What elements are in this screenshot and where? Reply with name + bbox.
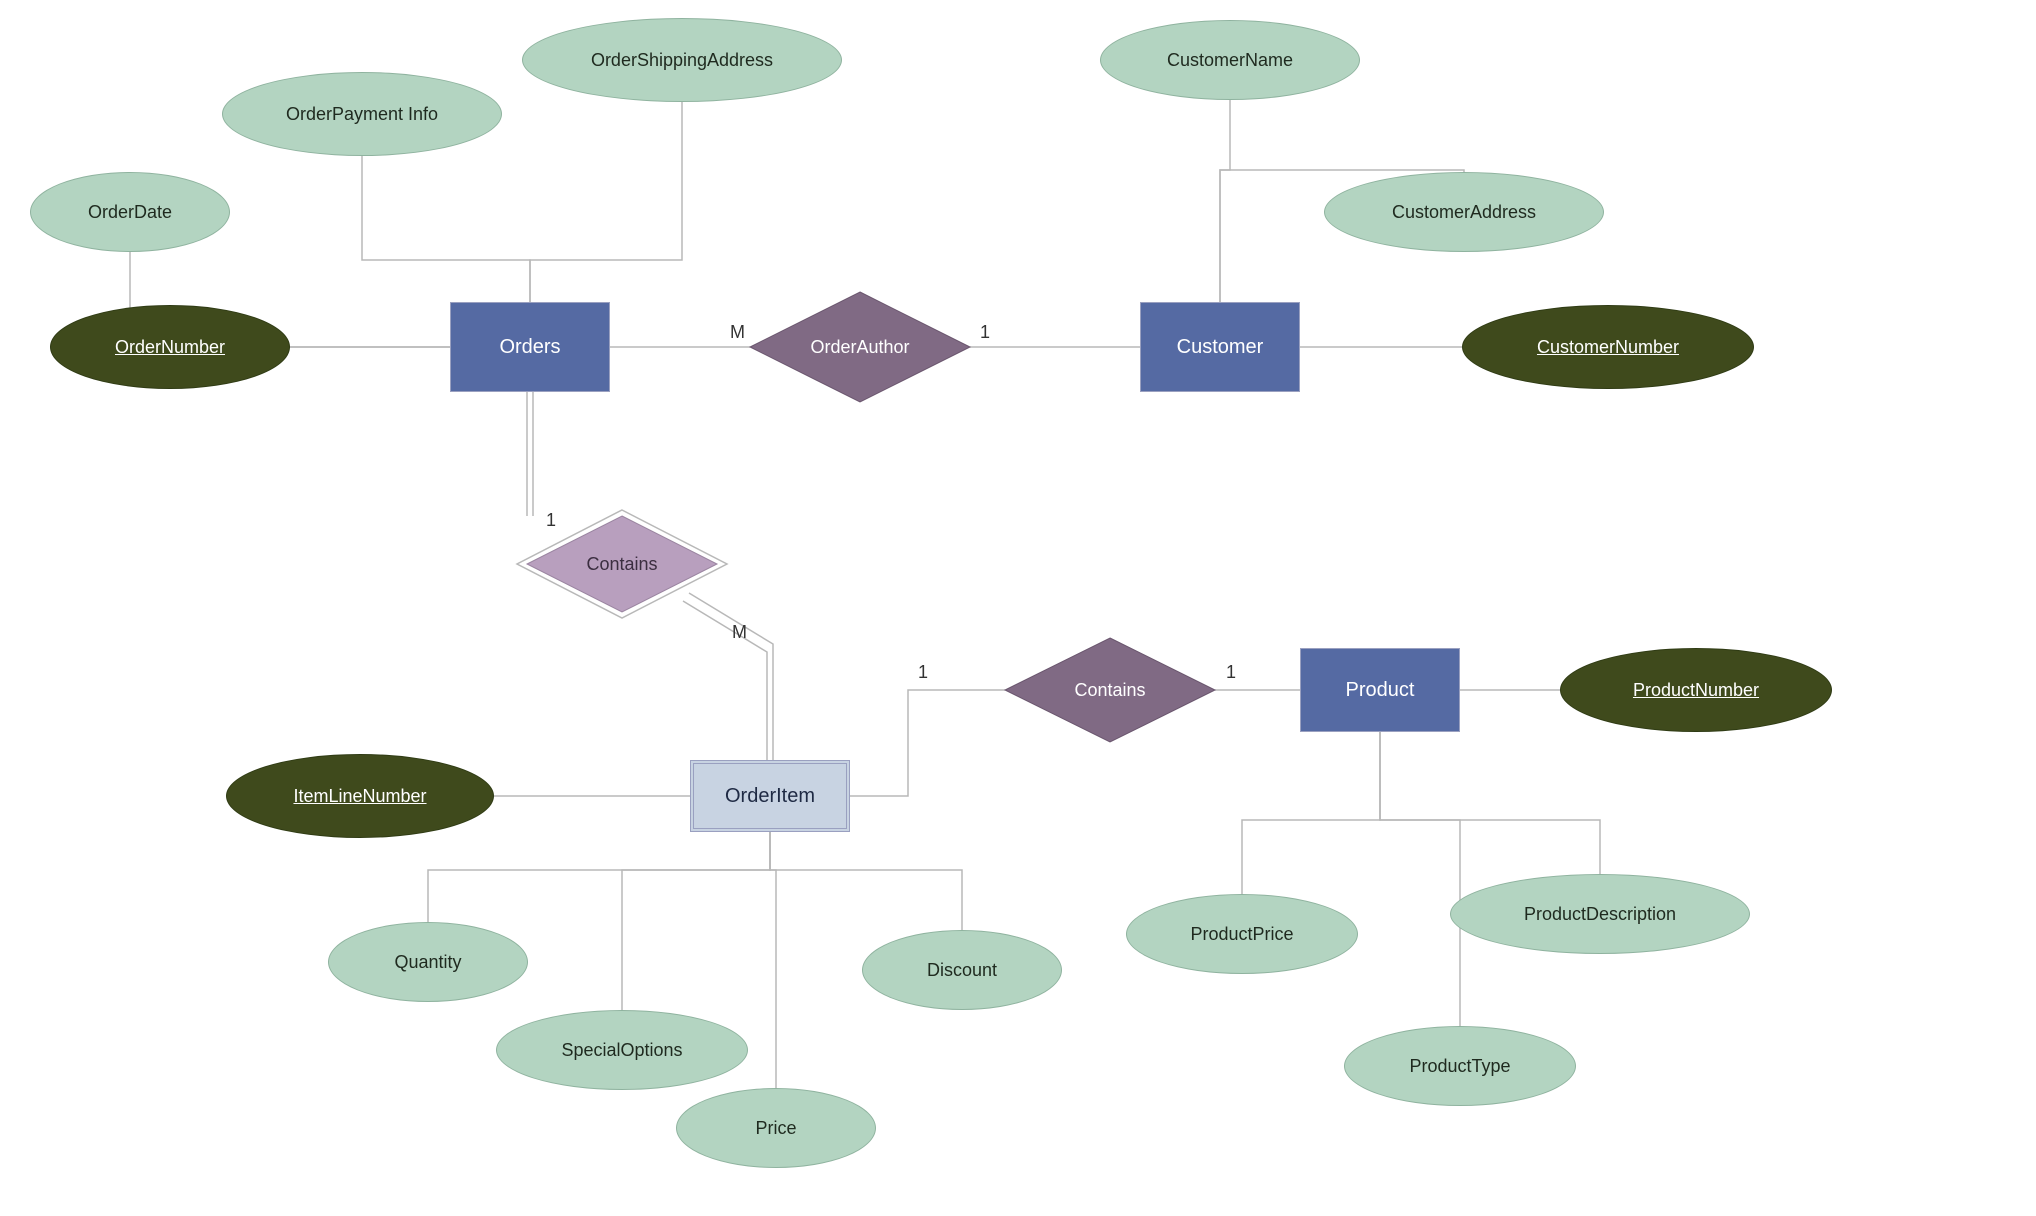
cardinality-label: 1 — [980, 322, 990, 343]
itemlinenumber-attribute: ItemLineNumber — [226, 754, 494, 838]
cardinality-label: M — [730, 322, 745, 343]
product-entity: Product — [1300, 648, 1460, 732]
price-attribute: Price — [676, 1088, 876, 1168]
orderitem-entity: OrderItem — [690, 760, 850, 832]
cardinality-label: 1 — [546, 510, 556, 531]
quantity-attribute: Quantity — [328, 922, 528, 1002]
orders-entity: Orders — [450, 302, 610, 392]
orderdate-attribute: OrderDate — [30, 172, 230, 252]
cardinality-label: 1 — [1226, 662, 1236, 683]
contains1-label: Contains — [586, 554, 657, 574]
productprice-attribute: ProductPrice — [1126, 894, 1358, 974]
relationships-layer: OrderAuthor Contains Contains — [0, 0, 2036, 1216]
producttype-attribute: ProductType — [1344, 1026, 1576, 1106]
ordershippingaddr-attribute: OrderShippingAddress — [522, 18, 842, 102]
cardinality-label: 1 — [918, 662, 928, 683]
orderauthor-label: OrderAuthor — [810, 337, 909, 357]
productnumber-attribute: ProductNumber — [1560, 648, 1832, 732]
orderpaymentinfo-attribute: OrderPayment Info — [222, 72, 502, 156]
contains2-relationship: Contains — [1005, 638, 1215, 742]
customeraddress-attribute: CustomerAddress — [1324, 172, 1604, 252]
specialoptions-attribute: SpecialOptions — [496, 1010, 748, 1090]
er-diagram-canvas: OrderAuthor Contains Contains Orders Custom… — [0, 0, 2036, 1216]
orderauthor-relationship: OrderAuthor — [750, 292, 970, 402]
customernumber-attribute: CustomerNumber — [1462, 305, 1754, 389]
cardinality-label: M — [732, 622, 747, 643]
customername-attribute: CustomerName — [1100, 20, 1360, 100]
contains2-label: Contains — [1074, 680, 1145, 700]
ordernumber-attribute: OrderNumber — [50, 305, 290, 389]
productdescription-attribute: ProductDescription — [1450, 874, 1750, 954]
discount-attribute: Discount — [862, 930, 1062, 1010]
customer-entity: Customer — [1140, 302, 1300, 392]
